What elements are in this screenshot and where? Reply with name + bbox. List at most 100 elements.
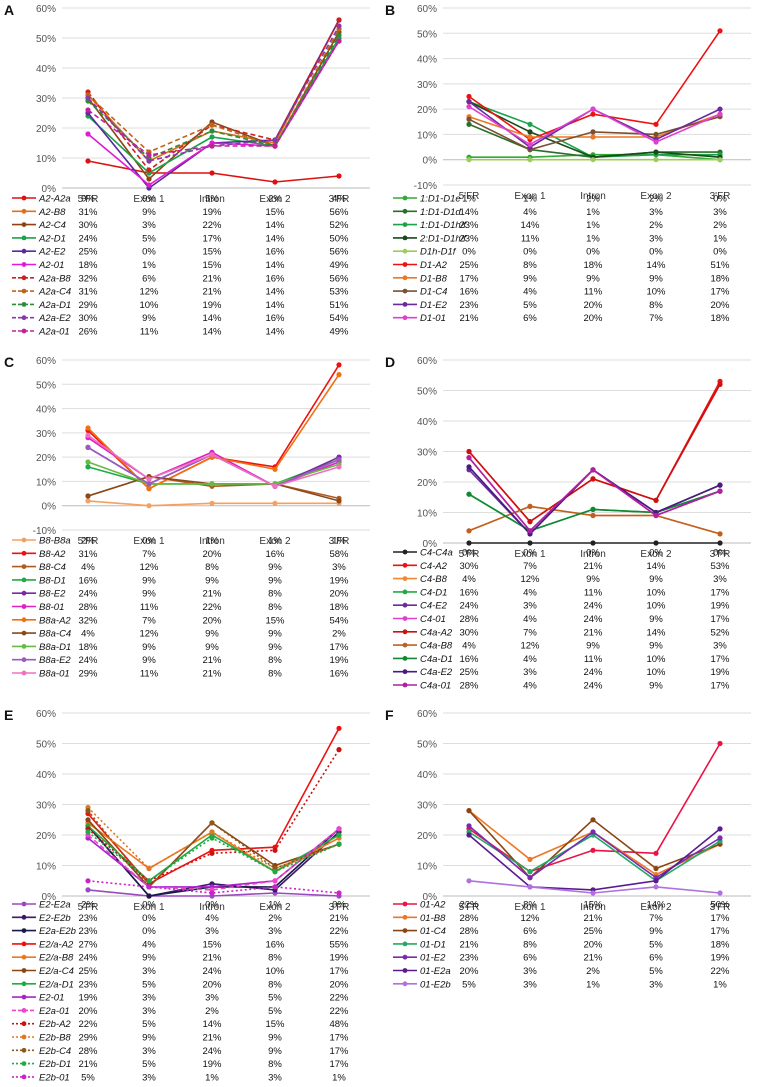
data-label: 17%	[710, 654, 730, 665]
y-tick-label: 60%	[417, 4, 437, 15]
data-point	[146, 503, 152, 509]
legend-label: 01-C4	[420, 926, 446, 937]
data-label: 22%	[329, 993, 349, 1004]
data-label: 2%	[81, 900, 95, 911]
data-label: 0%	[523, 247, 537, 258]
data-label: 0%	[586, 247, 600, 258]
data-label: 20%	[329, 589, 349, 600]
x-tick-label: 3'FR	[329, 194, 350, 205]
data-label: 30%	[459, 627, 479, 638]
legend-marker	[21, 1074, 27, 1080]
data-label: 19%	[202, 207, 222, 218]
legend-label: C4-D1	[420, 587, 447, 598]
data-label: 19%	[78, 993, 98, 1004]
data-label: 10%	[646, 654, 666, 665]
data-label: 8%	[268, 1059, 282, 1070]
data-point	[653, 131, 659, 137]
legend-label: 01-E2b	[420, 979, 451, 990]
legend-marker	[402, 968, 408, 973]
data-label: 10%	[646, 667, 666, 678]
panel-label: C	[4, 354, 14, 370]
legend-marker	[21, 657, 27, 663]
data-point	[717, 890, 723, 896]
data-label: 21%	[202, 273, 222, 284]
legend-label: B8a-01	[39, 669, 70, 680]
legend-label: C4a-E2	[420, 667, 453, 678]
panel-label: E	[4, 707, 13, 723]
data-label: 0%	[205, 900, 219, 911]
y-tick-label: 0%	[423, 892, 438, 903]
data-label: 5%	[81, 1072, 95, 1083]
data-label: 21%	[459, 313, 479, 324]
legend-marker	[402, 602, 408, 608]
data-point	[590, 847, 596, 853]
legend-marker	[402, 288, 408, 294]
y-tick-label: 40%	[36, 64, 56, 75]
legend-label: A2a-B8	[38, 273, 71, 284]
data-label: 4%	[81, 629, 95, 640]
data-point	[717, 157, 723, 163]
data-point	[85, 107, 91, 113]
legend-label: B8a-C4	[39, 629, 71, 640]
data-point	[209, 134, 215, 140]
legend-marker	[21, 1034, 27, 1040]
x-tick-label: 5'FR	[78, 536, 99, 547]
data-point	[717, 835, 723, 841]
data-point	[717, 482, 723, 488]
data-label: 25%	[583, 926, 603, 937]
legend-label: A2-A2a	[38, 194, 71, 205]
legend-marker	[402, 562, 408, 568]
data-label: 0%	[649, 548, 663, 559]
data-label: 24%	[78, 953, 98, 964]
data-label: 4%	[523, 587, 537, 598]
data-point	[653, 865, 659, 872]
data-point	[590, 817, 596, 823]
legend-label: C4-B8	[420, 574, 448, 585]
legend-label: B8-E2	[39, 589, 66, 600]
data-label: 17%	[202, 233, 222, 244]
legend-label: E2-E2a	[39, 900, 71, 911]
data-label: 22%	[78, 1019, 98, 1030]
legend-marker	[21, 644, 27, 649]
data-label: 3%	[142, 966, 156, 977]
data-label: 50%	[710, 900, 730, 911]
data-point	[209, 829, 215, 835]
data-point	[336, 832, 342, 838]
data-label: 9%	[649, 681, 663, 692]
x-tick-label: 3'FR	[329, 902, 350, 913]
chart-panel-D: D 0% 10% 20% 30% 40% 50% 60% 5'FR Exon 1 Intron Exo…	[385, 354, 751, 692]
legend-label: 01-E2	[420, 953, 446, 964]
data-label: 3%	[205, 993, 219, 1004]
series-line	[468, 828, 721, 891]
legend-label: A2-E2	[38, 247, 66, 258]
data-label: 24%	[202, 1046, 222, 1057]
data-point	[209, 122, 215, 128]
chart-panel-B: B -10% 0% 10% 20% 30% 40% 50% 60% 5'FR Exon 1 Intro…	[385, 2, 751, 324]
data-label: 14%	[459, 207, 479, 218]
y-tick-label: 20%	[417, 831, 437, 842]
data-point	[272, 466, 278, 472]
data-label: 18%	[710, 313, 730, 324]
data-label: 4%	[81, 562, 95, 573]
legend-marker	[402, 208, 408, 214]
data-label: 9%	[142, 953, 156, 964]
legend-marker	[21, 941, 27, 947]
legend-marker	[402, 589, 408, 595]
y-tick-label: 10%	[36, 862, 56, 873]
data-label: 1%	[523, 194, 537, 205]
legend-marker	[21, 981, 27, 987]
data-point	[85, 444, 91, 450]
y-tick-label: 50%	[36, 740, 56, 751]
data-label: 22%	[329, 1006, 349, 1017]
legend-label: C4a-A2	[420, 627, 453, 638]
data-point	[209, 481, 215, 487]
data-label: 3%	[332, 562, 346, 573]
data-label: 4%	[462, 574, 476, 585]
data-label: 28%	[78, 602, 98, 613]
legend-label: D1-C4	[420, 287, 447, 298]
legend-label: A2-C4	[38, 220, 66, 231]
legend-label: A2a-C4	[38, 287, 71, 298]
data-label: 14%	[265, 327, 285, 338]
legend-label: E2/a-C4	[39, 966, 74, 977]
data-point	[146, 893, 152, 899]
